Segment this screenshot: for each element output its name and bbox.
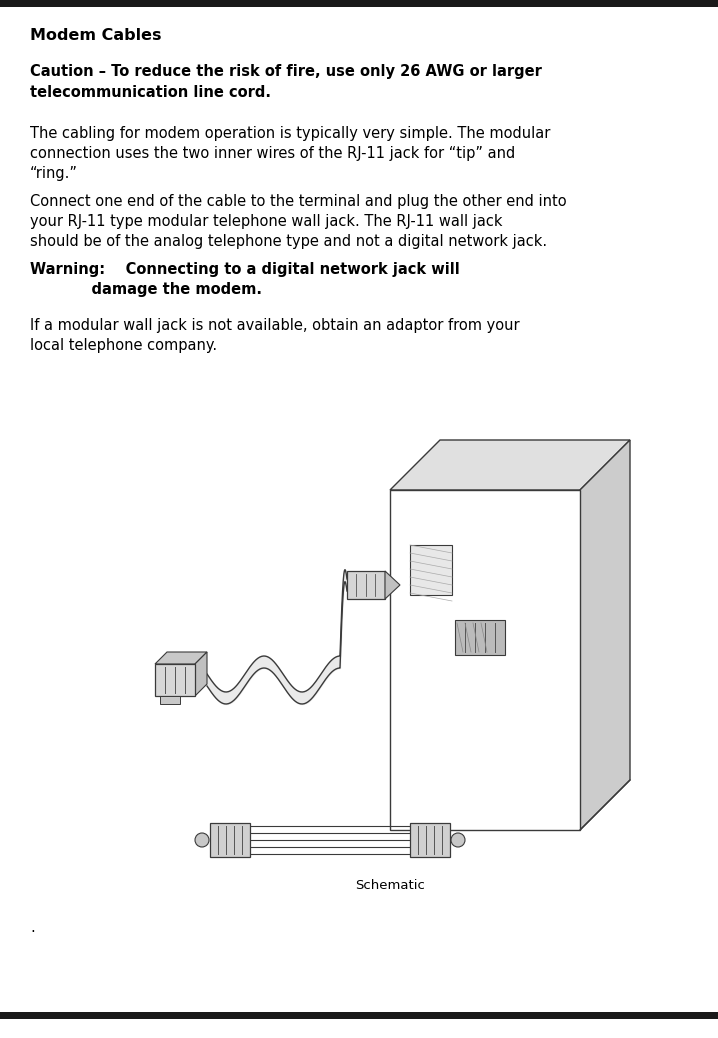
Text: damage the modem.: damage the modem. bbox=[30, 282, 262, 297]
Bar bbox=[160, 696, 180, 704]
Bar bbox=[0, 0, 718, 7]
Text: The cabling for modem operation is typically very simple. The modular
connection: The cabling for modem operation is typic… bbox=[30, 126, 551, 181]
Text: Caution – To reduce the risk of fire, use only 26 AWG or larger
telecommunicatio: Caution – To reduce the risk of fire, us… bbox=[30, 64, 542, 100]
Polygon shape bbox=[390, 440, 630, 490]
Text: Connect one end of the cable to the terminal and plug the other end into
your RJ: Connect one end of the cable to the term… bbox=[30, 194, 567, 248]
Text: .: . bbox=[30, 920, 34, 935]
Polygon shape bbox=[580, 440, 630, 830]
Polygon shape bbox=[155, 664, 195, 696]
Bar bbox=[0, 1012, 718, 1019]
Text: Schematic: Schematic bbox=[355, 879, 425, 892]
Circle shape bbox=[451, 834, 465, 847]
Text: Modem Cables: Modem Cables bbox=[30, 28, 162, 43]
Circle shape bbox=[195, 834, 209, 847]
Polygon shape bbox=[347, 571, 385, 599]
Polygon shape bbox=[195, 652, 207, 696]
Polygon shape bbox=[385, 571, 400, 599]
Text: Warning:    Connecting to a digital network jack will: Warning: Connecting to a digital network… bbox=[30, 262, 460, 277]
Polygon shape bbox=[410, 545, 452, 595]
Polygon shape bbox=[390, 490, 580, 830]
Polygon shape bbox=[155, 652, 207, 664]
Bar bbox=[410, 823, 450, 857]
Text: If a modular wall jack is not available, obtain an adaptor from your
local telep: If a modular wall jack is not available,… bbox=[30, 318, 520, 353]
Bar bbox=[210, 823, 250, 857]
Polygon shape bbox=[455, 620, 505, 655]
